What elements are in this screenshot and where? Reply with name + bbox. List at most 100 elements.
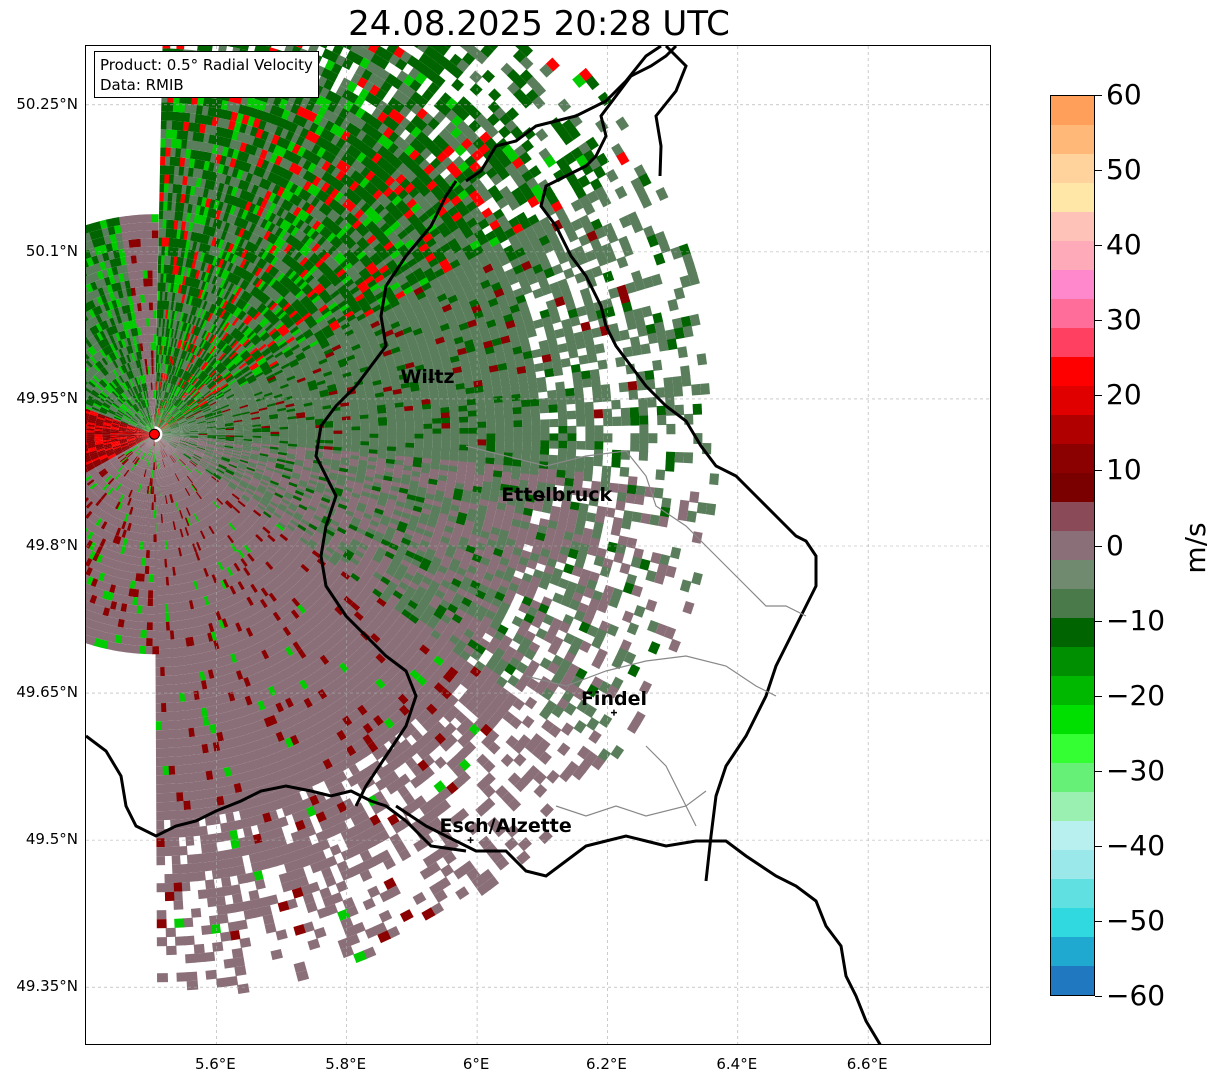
velocity-echo bbox=[229, 263, 238, 274]
velocity-echo bbox=[217, 268, 225, 278]
velocity-echo bbox=[184, 157, 191, 168]
velocity-echo bbox=[244, 293, 253, 303]
velocity-echo bbox=[248, 263, 257, 274]
velocity-echo bbox=[165, 327, 169, 338]
velocity-echo bbox=[158, 228, 163, 238]
velocity-echo bbox=[202, 225, 210, 235]
velocity-echo bbox=[180, 331, 186, 341]
velocity-echo bbox=[205, 115, 214, 126]
velocity-echo bbox=[468, 433, 478, 441]
velocity-echo bbox=[301, 108, 313, 120]
velocity-echo bbox=[174, 211, 180, 221]
velocity-echo bbox=[166, 120, 173, 130]
velocity-echo bbox=[540, 433, 550, 442]
velocity-echo bbox=[167, 355, 171, 365]
velocity-echo bbox=[244, 201, 253, 212]
velocity-echo bbox=[171, 396, 178, 405]
velocity-echo bbox=[219, 298, 227, 309]
velocity-echo bbox=[531, 440, 541, 449]
velocity-echo bbox=[191, 140, 199, 151]
velocity-echo bbox=[298, 167, 308, 179]
velocity-echo bbox=[612, 416, 622, 426]
velocity-echo bbox=[180, 284, 186, 295]
velocity-echo bbox=[167, 403, 173, 412]
velocity-echo bbox=[226, 213, 234, 224]
velocity-echo bbox=[201, 142, 209, 153]
velocity-echo bbox=[171, 395, 177, 404]
velocity-echo bbox=[351, 137, 363, 149]
velocity-echo bbox=[186, 267, 192, 278]
velocity-echo bbox=[192, 131, 200, 142]
velocity-echo bbox=[214, 276, 221, 286]
velocity-echo bbox=[293, 185, 304, 197]
velocity-echo bbox=[615, 500, 626, 512]
velocity-echo bbox=[313, 114, 324, 126]
velocity-echo bbox=[231, 274, 239, 285]
velocity-echo bbox=[163, 354, 167, 365]
velocity-echo bbox=[233, 255, 241, 266]
velocity-echo bbox=[194, 346, 201, 356]
velocity-echo bbox=[341, 88, 354, 101]
velocity-echo bbox=[158, 419, 163, 428]
velocity-echo bbox=[203, 320, 210, 331]
velocity-echo bbox=[201, 362, 209, 371]
velocity-echo bbox=[164, 402, 170, 411]
velocity-echo bbox=[208, 344, 215, 354]
velocity-echo bbox=[260, 250, 270, 261]
velocity-echo bbox=[158, 419, 163, 428]
velocity-echo bbox=[378, 429, 388, 435]
velocity-echo bbox=[192, 355, 198, 365]
velocity-echo bbox=[566, 448, 577, 458]
velocity-echo bbox=[530, 405, 540, 414]
velocity-echo bbox=[183, 303, 189, 314]
velocity-echo bbox=[289, 172, 299, 184]
velocity-echo bbox=[576, 417, 586, 427]
velocity-echo bbox=[267, 254, 276, 265]
velocity-echo bbox=[183, 166, 190, 177]
velocity-echo bbox=[209, 294, 217, 304]
velocity-echo bbox=[639, 415, 649, 426]
velocity-echo bbox=[593, 457, 603, 467]
velocity-echo bbox=[168, 374, 173, 384]
velocity-echo bbox=[309, 122, 320, 134]
velocity-echo bbox=[246, 252, 255, 263]
velocity-echo bbox=[203, 96, 212, 107]
velocity-echo bbox=[217, 229, 224, 240]
velocity-echo bbox=[450, 428, 460, 435]
velocity-echo bbox=[162, 228, 167, 238]
velocity-echo bbox=[360, 111, 373, 123]
velocity-echo bbox=[341, 152, 352, 164]
velocity-echo bbox=[314, 199, 325, 211]
velocity-echo bbox=[230, 294, 238, 305]
velocity-echo bbox=[168, 404, 174, 413]
velocity-echo bbox=[321, 149, 332, 162]
velocity-echo bbox=[216, 432, 226, 435]
radar-map[interactable] bbox=[85, 45, 991, 1045]
velocity-echo bbox=[243, 250, 252, 261]
velocity-echo bbox=[280, 209, 290, 220]
velocity-echo bbox=[262, 140, 272, 152]
velocity-echo bbox=[260, 282, 269, 293]
velocity-echo bbox=[168, 384, 173, 393]
velocity-echo bbox=[161, 410, 166, 419]
velocity-echo bbox=[162, 46, 171, 49]
velocity-echo bbox=[619, 329, 630, 341]
velocity-echo bbox=[177, 284, 183, 294]
velocity-echo bbox=[168, 365, 173, 375]
velocity-echo bbox=[251, 184, 260, 195]
velocity-echo bbox=[256, 196, 265, 207]
velocity-echo bbox=[208, 283, 215, 294]
velocity-echo bbox=[190, 365, 196, 374]
velocity-echo bbox=[188, 295, 194, 306]
velocity-echo bbox=[371, 118, 384, 131]
velocity-echo bbox=[396, 433, 406, 439]
velocity-echo bbox=[300, 211, 311, 223]
velocity-echo bbox=[544, 368, 555, 378]
velocity-echo bbox=[181, 370, 187, 380]
velocity-echo bbox=[180, 391, 187, 400]
velocity-echo bbox=[216, 219, 223, 230]
velocity-echo bbox=[169, 337, 173, 347]
velocity-echo bbox=[163, 401, 167, 410]
velocity-echo bbox=[156, 345, 159, 355]
velocity-echo bbox=[306, 141, 317, 153]
